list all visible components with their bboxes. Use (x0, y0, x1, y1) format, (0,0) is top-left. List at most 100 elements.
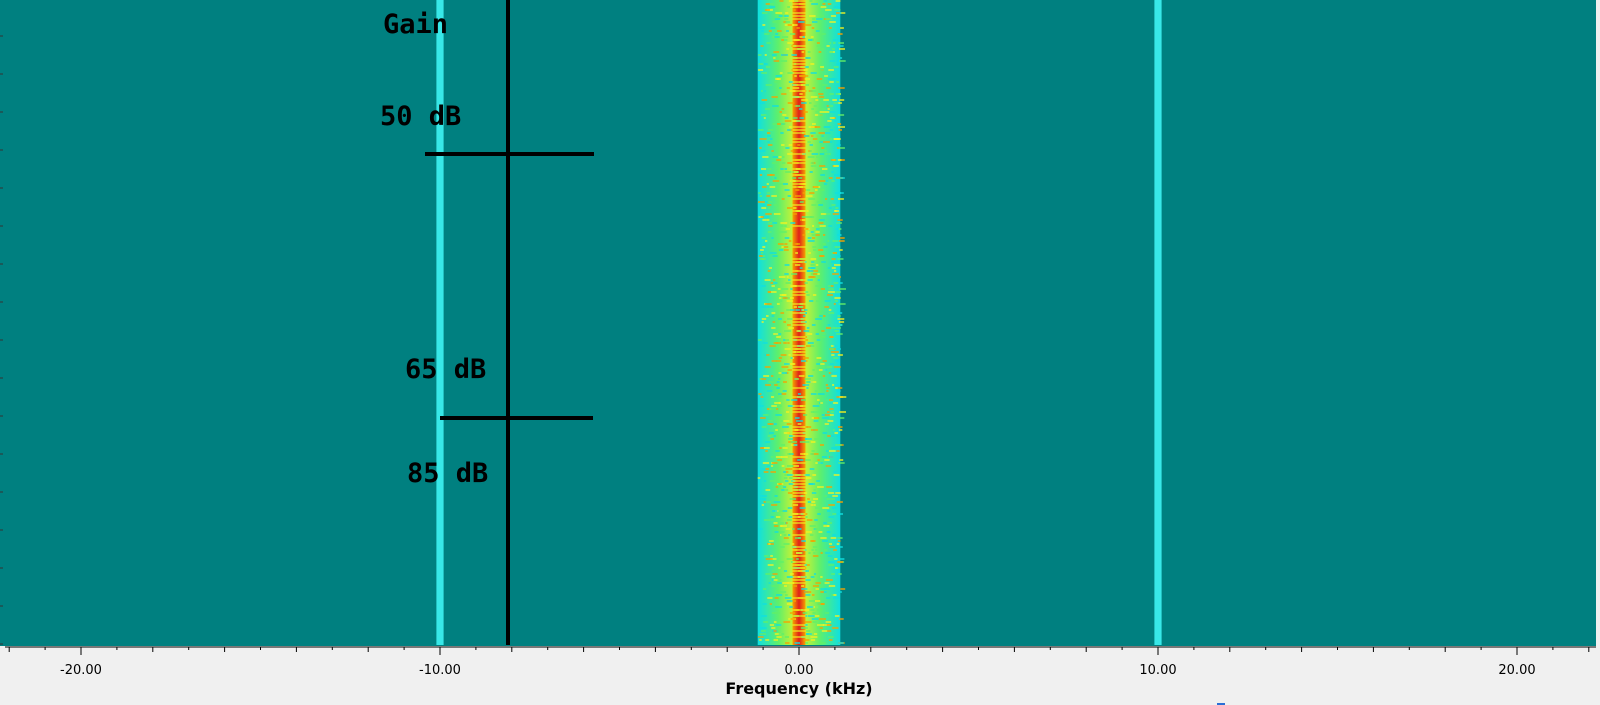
noise-speckle (830, 411, 834, 413)
noise-speckle (811, 450, 815, 452)
noise-speckle (833, 102, 839, 104)
noise-speckle (797, 393, 801, 395)
noise-speckle (767, 306, 774, 308)
noise-speckle (812, 138, 818, 140)
noise-speckle (783, 420, 790, 422)
carrier-flicker (792, 582, 806, 584)
noise-speckle (810, 453, 814, 455)
noise-speckle (818, 132, 825, 134)
noise-speckle (818, 219, 825, 221)
noise-speckle (786, 48, 790, 50)
noise-speckle (789, 606, 793, 608)
noise-speckle (834, 558, 838, 560)
noise-speckle (840, 27, 844, 29)
noise-speckle (760, 627, 767, 629)
noise-speckle (814, 438, 821, 440)
noise-speckle (762, 603, 767, 605)
noise-speckle (791, 273, 798, 275)
noise-speckle (835, 387, 843, 389)
noise-speckle (803, 474, 810, 476)
noise-speckle (789, 126, 792, 128)
noise-speckle (824, 495, 827, 497)
noise-speckle (820, 69, 824, 71)
noise-speckle (832, 627, 839, 629)
noise-speckle (803, 189, 806, 191)
noise-speckle (820, 444, 824, 446)
noise-speckle (820, 6, 827, 8)
noise-speckle (784, 243, 788, 245)
noise-speckle (787, 474, 794, 476)
noise-speckle (758, 63, 764, 65)
carrier-flicker (792, 3, 806, 5)
noise-speckle (799, 441, 804, 443)
noise-speckle (819, 141, 826, 143)
noise-speckle (827, 294, 833, 296)
noise-speckle (836, 501, 843, 503)
noise-speckle (820, 66, 824, 68)
noise-speckle (794, 642, 800, 644)
noise-speckle (828, 636, 834, 638)
noise-speckle (837, 114, 845, 116)
noise-speckle (792, 600, 796, 602)
noise-speckle (837, 234, 842, 236)
noise-speckle (757, 477, 761, 479)
noise-speckle (830, 198, 835, 200)
carrier-flicker (792, 186, 806, 188)
noise-speckle (802, 612, 808, 614)
carrier-flicker (792, 522, 806, 524)
noise-speckle (806, 564, 810, 566)
noise-speckle (807, 231, 811, 233)
noise-speckle (836, 12, 840, 14)
noise-speckle (765, 384, 771, 386)
noise-speckle (771, 195, 777, 197)
noise-speckle (763, 621, 769, 623)
noise-speckle (827, 285, 832, 287)
noise-speckle (767, 597, 773, 599)
noise-speckle (802, 192, 806, 194)
noise-speckle (807, 279, 813, 281)
noise-speckle (801, 588, 808, 590)
noise-speckle (790, 618, 796, 620)
noise-speckle (839, 240, 845, 242)
noise-speckle (799, 201, 804, 203)
carrier-flicker (792, 513, 806, 515)
carrier-flicker (792, 147, 806, 149)
carrier-flicker (792, 66, 806, 68)
noise-speckle (775, 414, 782, 416)
noise-speckle (773, 510, 778, 512)
noise-speckle (782, 426, 789, 428)
noise-speckle (760, 216, 764, 218)
noise-speckle (785, 642, 790, 644)
noise-speckle (836, 81, 840, 83)
carrier-flicker (792, 261, 806, 263)
noise-speckle (774, 177, 777, 179)
noise-speckle (784, 120, 792, 122)
noise-speckle (765, 441, 771, 443)
noise-speckle (837, 219, 843, 221)
noise-speckle (764, 201, 769, 203)
noise-speckle (810, 90, 817, 92)
carrier-flicker (792, 63, 806, 65)
noise-speckle (831, 204, 836, 206)
noise-speckle (828, 207, 832, 209)
noise-speckle (829, 450, 836, 452)
noise-speckle (763, 519, 770, 521)
noise-speckle (839, 60, 846, 62)
noise-speckle (825, 153, 828, 155)
noise-speckle (774, 495, 778, 497)
noise-speckle (828, 561, 835, 563)
noise-speckle (760, 249, 764, 251)
x-tick-label: 10.00 (1139, 663, 1176, 678)
noise-speckle (803, 315, 806, 317)
noise-speckle (815, 600, 821, 602)
noise-speckle (758, 171, 763, 173)
noise-speckle (832, 507, 838, 509)
noise-speckle (837, 354, 843, 356)
noise-speckle (836, 222, 842, 224)
noise-speckle (806, 387, 809, 389)
noise-speckle (810, 258, 817, 260)
noise-speckle (812, 246, 817, 248)
noise-speckle (817, 393, 825, 395)
noise-speckle (802, 441, 810, 443)
noise-speckle (812, 237, 816, 239)
